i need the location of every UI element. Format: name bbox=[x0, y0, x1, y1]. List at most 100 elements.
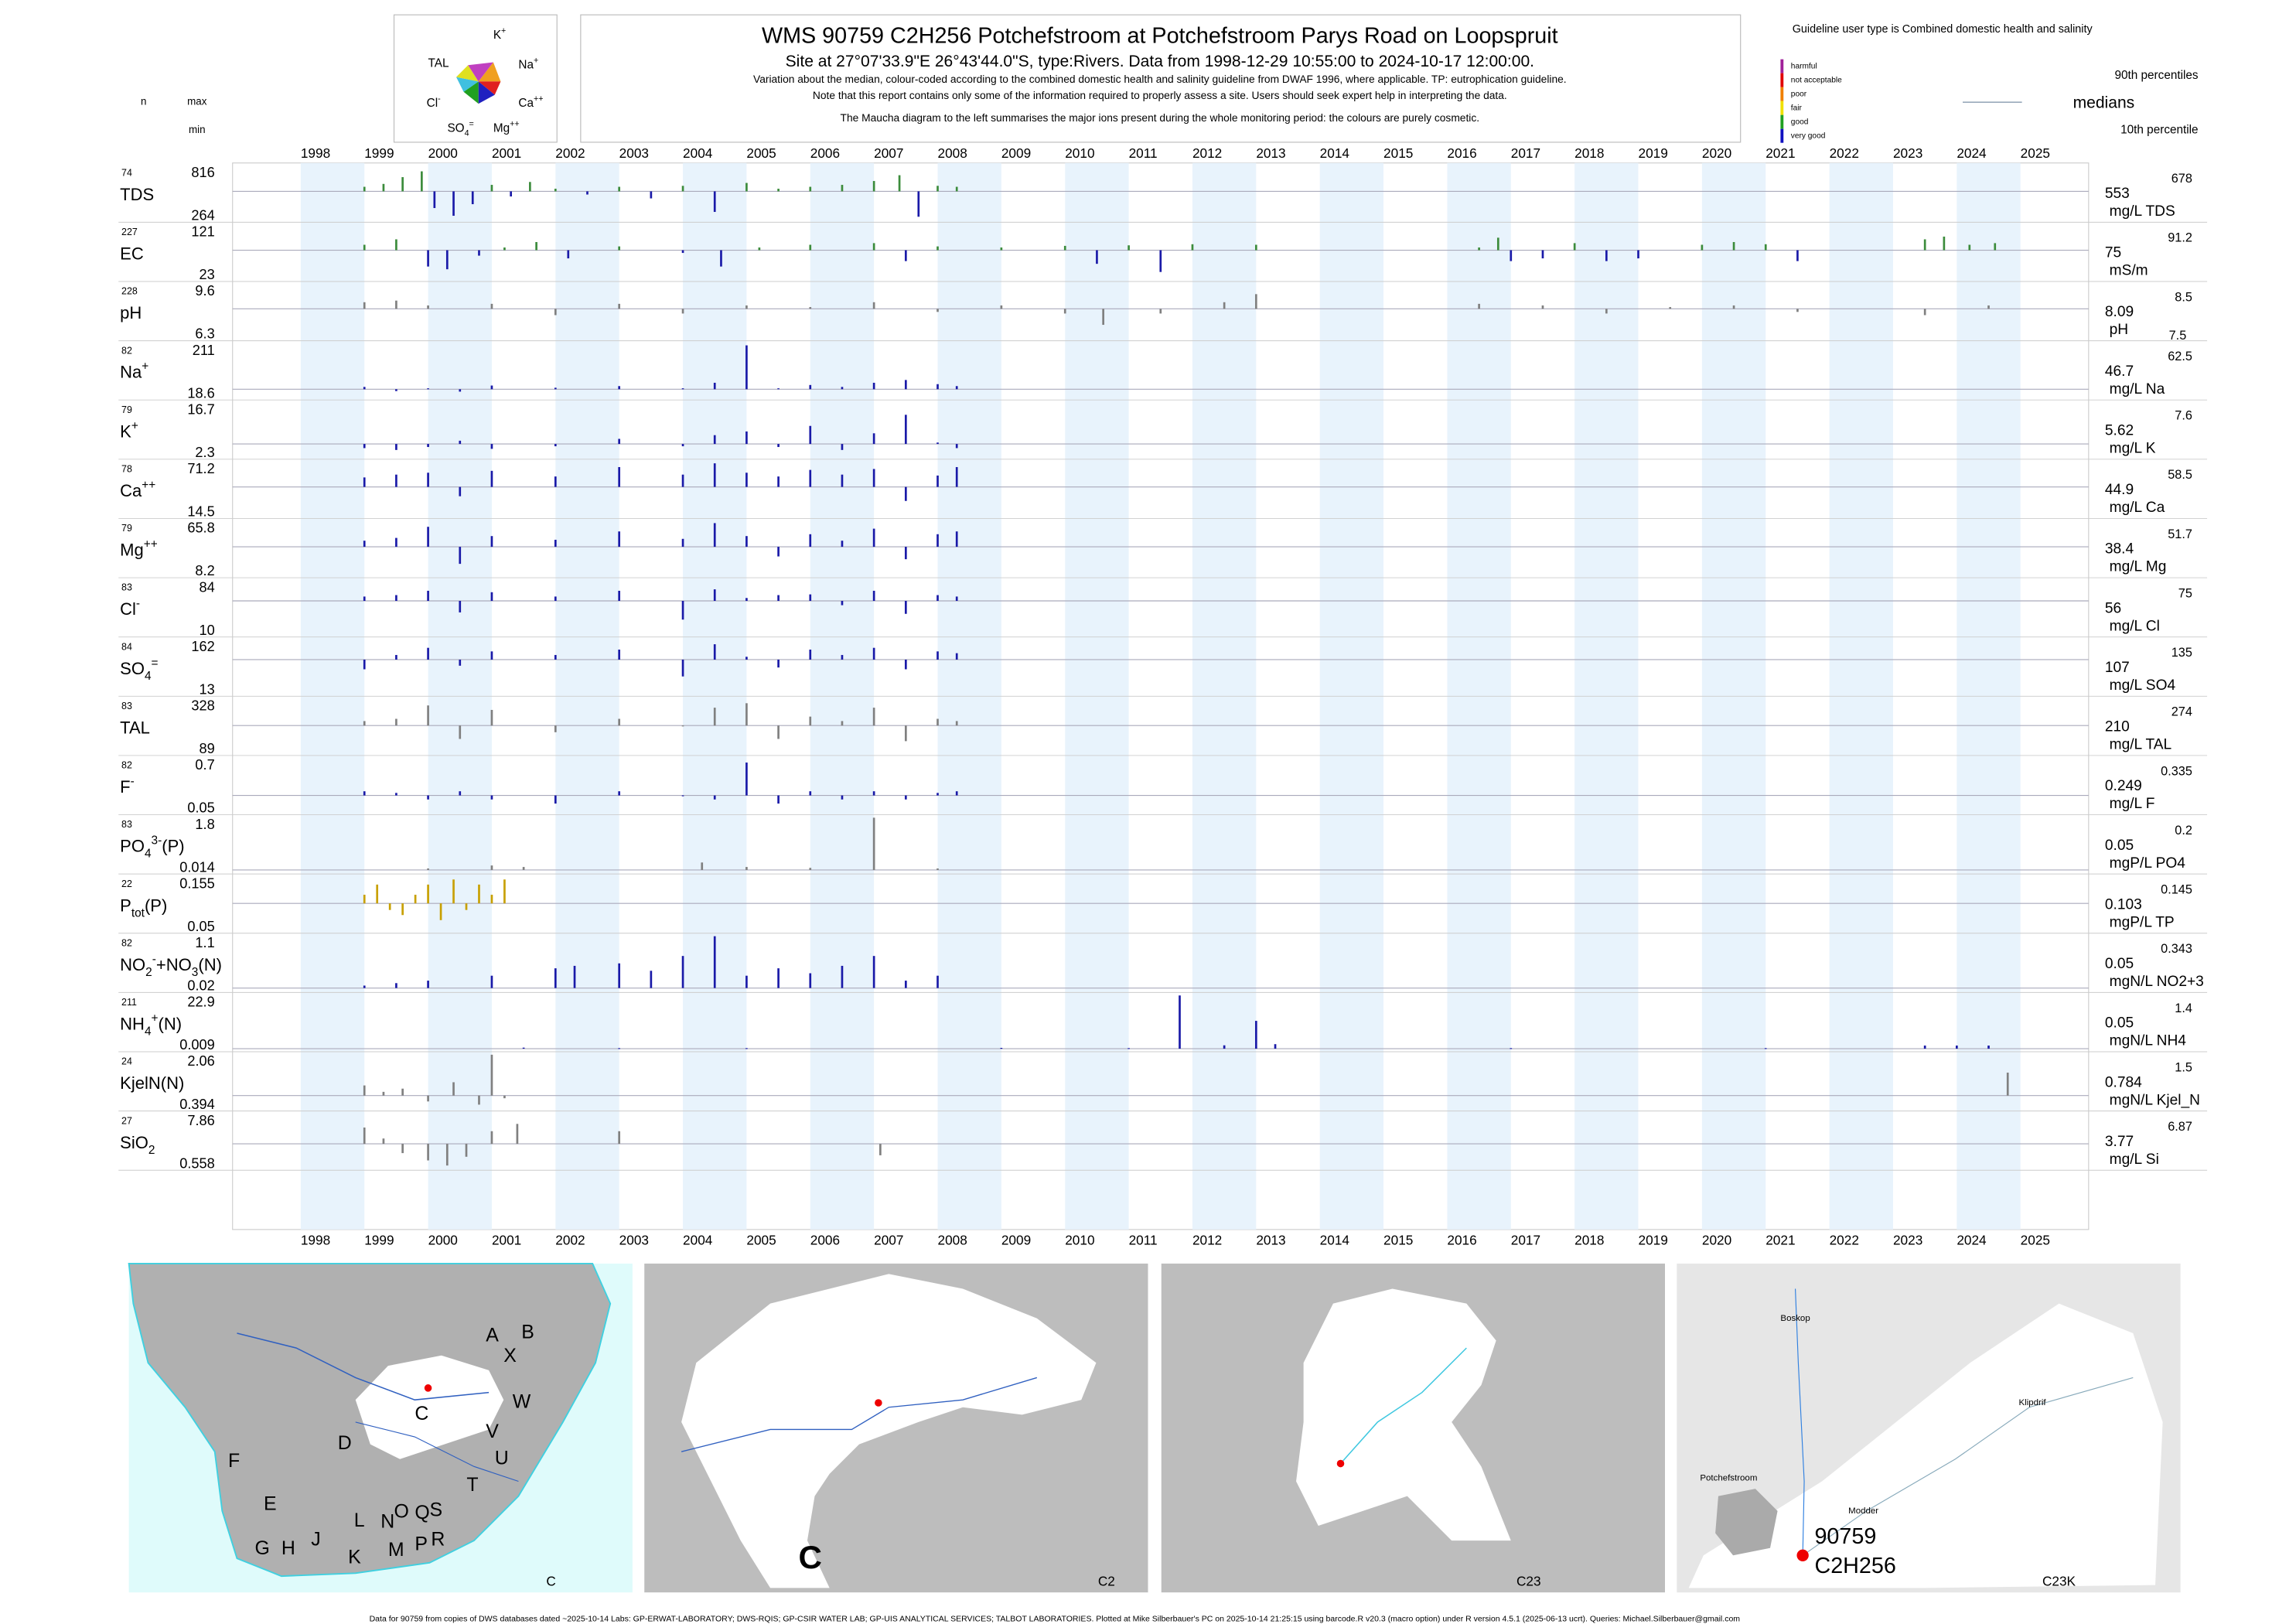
bar bbox=[955, 721, 958, 726]
bar bbox=[363, 186, 366, 192]
bar bbox=[490, 592, 493, 601]
map-name: C2 bbox=[1098, 1573, 1115, 1588]
bar bbox=[955, 791, 958, 796]
bar bbox=[745, 867, 748, 870]
bar bbox=[554, 795, 557, 804]
bar bbox=[1732, 305, 1735, 309]
subtitle: Site at 27°07'33.9"E 26°43'44.0"S, type:… bbox=[786, 53, 1534, 70]
year-label: 2025 bbox=[2021, 145, 2050, 161]
unit: mgN/L NH4 bbox=[2110, 1033, 2187, 1049]
bar bbox=[872, 382, 875, 390]
min-label: 10 bbox=[200, 623, 215, 638]
year-label: 2023 bbox=[1893, 1233, 1922, 1248]
label-part: Ca bbox=[518, 97, 534, 110]
max-label: 816 bbox=[191, 165, 214, 180]
bar bbox=[841, 444, 844, 450]
bar bbox=[427, 473, 429, 487]
bar bbox=[382, 183, 385, 192]
maucha-sector bbox=[478, 81, 501, 95]
bar bbox=[452, 191, 455, 217]
bar bbox=[777, 388, 780, 390]
place-name: Boskop bbox=[1780, 1314, 1810, 1323]
bar bbox=[809, 594, 812, 601]
bar bbox=[395, 537, 397, 548]
bar bbox=[713, 435, 716, 445]
year-label: 2018 bbox=[1574, 1233, 1604, 1248]
bar bbox=[1943, 236, 1946, 251]
region-letter: N bbox=[380, 1511, 394, 1533]
p90-value: 51.7 bbox=[2168, 527, 2192, 541]
label-part: K bbox=[493, 29, 502, 42]
p90-value: 8.5 bbox=[2175, 290, 2192, 304]
bar bbox=[554, 387, 557, 390]
label-part: Mg bbox=[493, 122, 510, 135]
p90-value: 274 bbox=[2171, 705, 2192, 719]
bar bbox=[809, 186, 812, 192]
unit: mg/L SO4 bbox=[2110, 677, 2176, 694]
bar bbox=[445, 1144, 449, 1166]
bar bbox=[650, 971, 653, 988]
label-part: 3 bbox=[192, 966, 199, 979]
maucha-diagram bbox=[455, 62, 501, 104]
unit: mgP/L PO4 bbox=[2110, 855, 2186, 872]
bar bbox=[1191, 244, 1194, 251]
bar bbox=[363, 477, 366, 487]
site-dot bbox=[424, 1384, 432, 1392]
p90-value: 1.4 bbox=[2175, 1001, 2192, 1015]
year-label: 2012 bbox=[1192, 145, 1222, 161]
p10-value: 7.5 bbox=[2169, 329, 2187, 343]
parameter-label: TAL bbox=[120, 718, 150, 737]
bar bbox=[490, 1054, 493, 1096]
parameter-label: SiO2 bbox=[120, 1133, 155, 1157]
bar bbox=[573, 965, 576, 988]
label-part: (N) bbox=[198, 955, 222, 974]
unit: mgP/L TP bbox=[2110, 914, 2175, 930]
parameter-label: F- bbox=[120, 775, 135, 797]
label-part: ++ bbox=[144, 537, 158, 551]
label-part: ++ bbox=[142, 479, 155, 492]
label-part: Na bbox=[120, 363, 142, 382]
min-label: 0.394 bbox=[179, 1097, 215, 1112]
bar bbox=[745, 305, 748, 309]
region-letter: K bbox=[348, 1547, 361, 1568]
region-letter: R bbox=[431, 1529, 445, 1551]
median-value: 3.77 bbox=[2105, 1134, 2134, 1150]
legend-class: good bbox=[1791, 118, 1809, 126]
p90-value: 678 bbox=[2171, 172, 2192, 186]
bar bbox=[452, 1082, 455, 1096]
label-part: 2 bbox=[145, 966, 152, 979]
year-label: 2014 bbox=[1320, 1233, 1350, 1248]
max-label: 22.9 bbox=[187, 995, 214, 1010]
bar bbox=[872, 590, 875, 601]
maucha-sector bbox=[463, 81, 479, 104]
label-part: - bbox=[136, 597, 140, 610]
bar bbox=[809, 469, 812, 487]
bar bbox=[745, 657, 748, 660]
region-letter: P bbox=[415, 1533, 428, 1554]
bar bbox=[720, 250, 722, 267]
bar bbox=[465, 1144, 468, 1157]
bar bbox=[490, 865, 493, 870]
bar bbox=[388, 903, 391, 910]
legend-swatch bbox=[1780, 87, 1784, 101]
bar bbox=[1179, 995, 1181, 1049]
year-label: 2006 bbox=[810, 1233, 840, 1248]
bar bbox=[459, 440, 462, 445]
bar bbox=[478, 1095, 480, 1105]
maucha-label: Ca++ bbox=[518, 94, 543, 110]
bar bbox=[490, 709, 493, 726]
unit: mg/L Mg bbox=[2110, 559, 2167, 575]
river bbox=[1802, 1377, 2134, 1556]
median-value: 0.05 bbox=[2105, 1015, 2134, 1032]
river bbox=[1339, 1347, 1467, 1465]
median-value: 5.62 bbox=[2105, 422, 2134, 438]
label-part: P bbox=[120, 896, 131, 915]
bar bbox=[363, 541, 366, 548]
bar bbox=[745, 703, 748, 726]
bar bbox=[681, 600, 684, 620]
bar bbox=[872, 528, 875, 548]
parameter-label: Cl- bbox=[120, 597, 140, 619]
bar bbox=[363, 1085, 366, 1096]
region-letter: V bbox=[486, 1421, 499, 1442]
